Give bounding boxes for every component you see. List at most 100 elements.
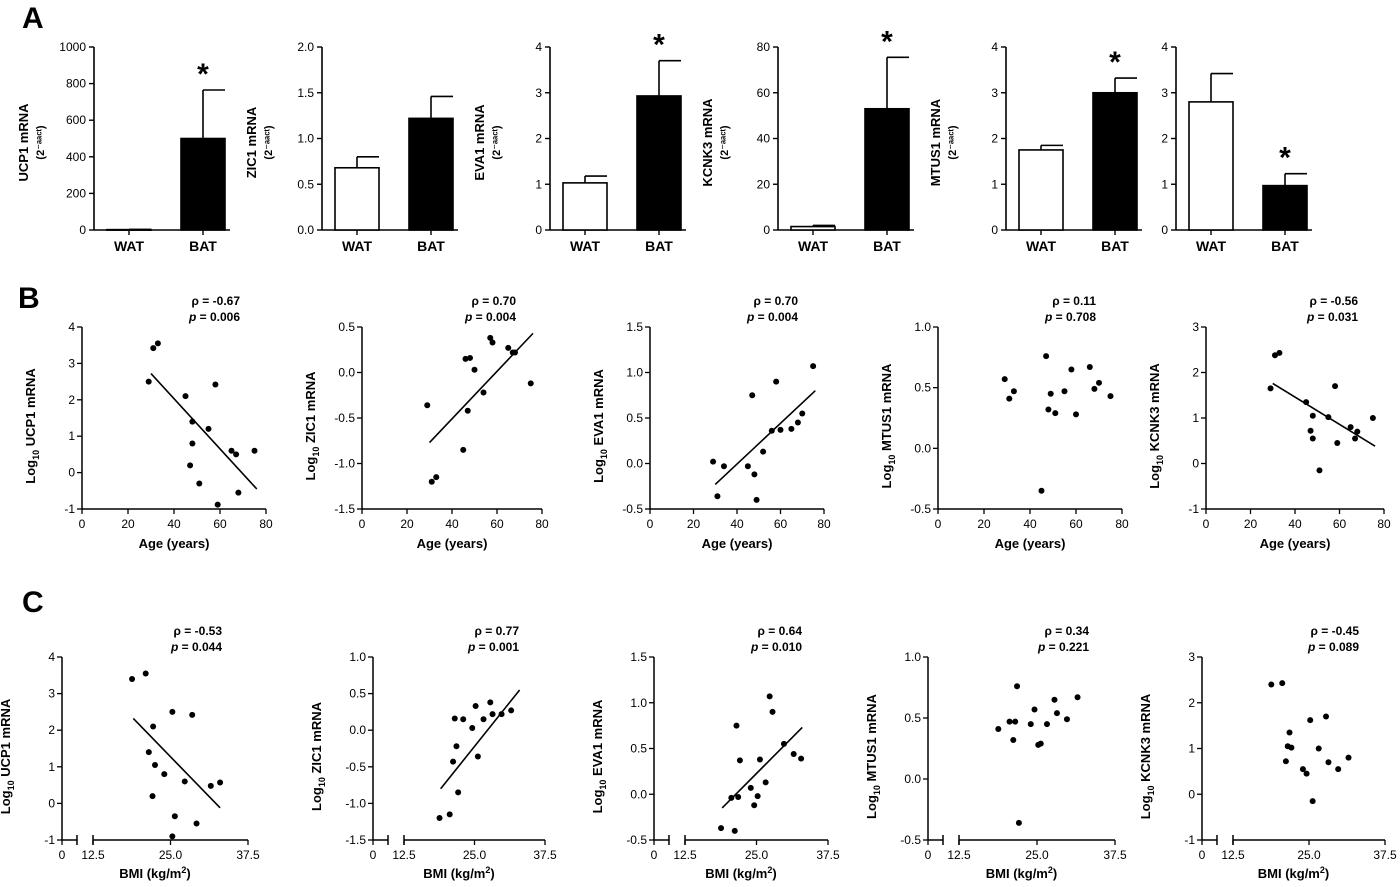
- data-point: [1074, 694, 1081, 701]
- data-point: [453, 743, 460, 750]
- y-tick-label: 20: [757, 177, 771, 191]
- data-point: [751, 802, 758, 809]
- regression-line: [1272, 382, 1376, 447]
- data-point: [450, 758, 457, 765]
- y-tick-label: 400: [66, 150, 86, 164]
- y-tick-label: 40: [757, 132, 771, 146]
- y-axis-label: ZIC1 mRNA: [244, 106, 259, 178]
- data-point: [428, 478, 435, 485]
- category-label: BAT: [189, 238, 217, 254]
- data-point: [498, 711, 505, 718]
- x-tick-label: 60: [490, 517, 504, 531]
- data-point: [145, 749, 152, 756]
- x-axis-label: Age (years): [139, 536, 210, 551]
- significance-asterisk: *: [881, 25, 893, 58]
- data-point: [1037, 740, 1044, 747]
- significance-asterisk: *: [653, 29, 665, 62]
- y-tick-label: 0.5: [297, 177, 314, 191]
- data-point: [1271, 352, 1278, 359]
- data-point: [799, 410, 806, 417]
- data-point: [462, 355, 469, 362]
- y-tick-label: 0: [763, 223, 770, 237]
- y-tick-label: 0.5: [338, 320, 355, 334]
- data-point: [1073, 411, 1079, 418]
- data-point: [1063, 716, 1070, 723]
- data-point: [1303, 399, 1310, 406]
- p-value: p = 0.089: [1307, 640, 1359, 654]
- y-tick-label: 1: [1188, 742, 1195, 756]
- data-point: [508, 707, 515, 714]
- data-point: [1282, 758, 1289, 765]
- rho-statistic: ρ = 0.70: [472, 294, 517, 308]
- data-point: [728, 794, 735, 801]
- data-point: [1031, 706, 1038, 713]
- data-point: [464, 407, 471, 414]
- y-tick-label: 4: [48, 650, 55, 664]
- data-point: [207, 782, 214, 789]
- x-tick-label: 25.0: [1297, 848, 1321, 862]
- data-point: [710, 458, 717, 465]
- data-point: [1276, 349, 1283, 356]
- y-axis-label: Log10 EVA1 mRNA: [591, 369, 609, 483]
- data-point: [1267, 385, 1274, 392]
- data-point: [1307, 427, 1314, 434]
- y-tick-label: 1.0: [630, 696, 647, 710]
- x-tick-label: 40: [1288, 517, 1302, 531]
- data-point: [233, 451, 240, 458]
- data-point: [1043, 721, 1050, 728]
- bar-wat: [562, 182, 608, 231]
- data-point: [150, 723, 157, 730]
- category-label: WAT: [1196, 238, 1227, 254]
- x-tick-label: 40: [1023, 517, 1037, 531]
- y-tick-label: 1.0: [349, 650, 366, 664]
- x-tick-label: 20: [977, 517, 991, 531]
- x-tick-label: 37.5: [236, 848, 260, 862]
- data-point: [714, 493, 721, 500]
- data-point: [777, 426, 784, 433]
- x-tick-label: 12.5: [1221, 848, 1245, 862]
- regression-line: [440, 689, 521, 790]
- x-axis-label: BMI (kg/m2): [119, 865, 190, 881]
- data-point: [1091, 385, 1098, 392]
- data-point: [768, 427, 775, 434]
- p-value: p = 0.004: [746, 310, 798, 324]
- y-tick-label: -1.5: [345, 833, 366, 847]
- y-tick-label: 0: [68, 466, 75, 480]
- data-point: [766, 693, 773, 700]
- data-point: [780, 740, 787, 747]
- y-tick-label: 1: [535, 177, 542, 191]
- data-point: [149, 793, 156, 800]
- y-axis-label: Log10 KCNK3 mRNA: [1138, 693, 1156, 819]
- x-tick-label: 20: [400, 517, 414, 531]
- y-axis-label: Log10 MTUS1 mRNA: [864, 693, 882, 818]
- data-point: [1047, 390, 1054, 397]
- y-tick-label: -1.5: [334, 502, 355, 516]
- y-tick-label: 800: [66, 77, 86, 91]
- bar-bat: [408, 117, 454, 231]
- data-point: [1107, 393, 1114, 400]
- data-point: [1014, 683, 1021, 690]
- y-axis-unit: (2⁻ᵃᵃᶜᵗ): [35, 125, 47, 159]
- category-label: BAT: [417, 238, 445, 254]
- x-tick-label: 80: [1115, 517, 1129, 531]
- y-tick-label: 0.5: [626, 411, 643, 425]
- x-tick-label: 25.0: [463, 848, 487, 862]
- bar-bat: [1262, 184, 1308, 231]
- y-tick-label: 3: [1188, 650, 1195, 664]
- data-point: [788, 425, 795, 432]
- data-point: [196, 480, 203, 487]
- data-point: [505, 344, 512, 351]
- y-tick-label: 0.0: [630, 787, 647, 801]
- p-value: p = 0.708: [1044, 310, 1096, 324]
- p-value: p = 0.044: [170, 640, 222, 654]
- x-tick-label: 25.0: [745, 848, 769, 862]
- x-tick-label: 0: [359, 517, 366, 531]
- y-tick-label: -1: [1184, 833, 1195, 847]
- y-tick-label: 1: [991, 177, 998, 191]
- panel-label-c: C: [22, 586, 44, 619]
- y-tick-label: -1: [1188, 502, 1199, 516]
- y-tick-label: 0.0: [297, 223, 314, 237]
- rho-statistic: ρ = 0.34: [1045, 624, 1090, 638]
- scatter-chart-c1: -1 0 1 2 3 4 0 12.5 25.0 37.5 BMI (kg/m2) Log10 UCP…: [0, 624, 260, 881]
